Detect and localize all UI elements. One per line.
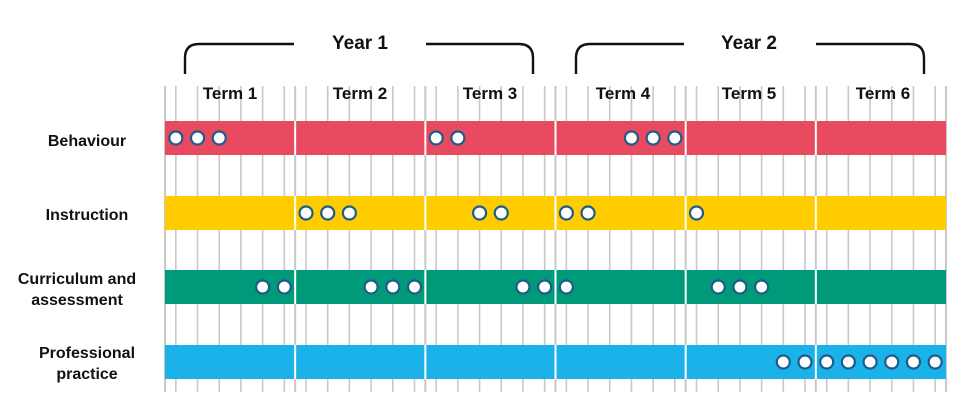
year-2-bracket-left [574,42,684,74]
activity-dot [320,205,336,221]
row-label-professional-line-2: practice [56,366,117,383]
term-4-label: Term 4 [596,84,651,103]
activity-dot [341,205,358,221]
activity-dot [428,130,444,146]
activity-dot [558,205,574,221]
year-1-label: Year 1 [332,33,388,54]
activity-dot [905,354,922,370]
activity-dot [255,279,271,295]
activity-dot [298,205,314,221]
term-2-label: Term 2 [333,84,388,103]
activity-dot [710,279,726,295]
activity-dot [580,205,596,221]
activity-dot [732,279,748,295]
row-label-professional-line-1: Professional [39,345,135,362]
activity-dot [363,279,379,295]
activity-dot [471,205,488,221]
activity-dot [753,279,770,295]
activity-dot [211,130,227,146]
activity-dot [189,130,206,146]
activity-dot [276,279,292,295]
activity-dot [450,130,466,146]
term-1-label: Term 1 [203,84,258,103]
activity-dot [406,279,423,295]
activity-dot [840,354,856,370]
activity-dot [168,130,184,146]
row-label-professional-practice: Professional practice [39,345,135,383]
activity-dot [645,130,661,146]
activity-dot [688,205,705,221]
activity-dot [797,354,813,370]
term-5-label: Term 5 [722,84,777,103]
activity-dot [927,354,943,370]
term-3-label: Term 3 [463,84,518,103]
row-label-instruction: Instruction [46,207,129,224]
row-label-behaviour: Behaviour [48,133,126,150]
activity-dot [537,279,553,295]
term-dividers [294,121,817,379]
row-label-curriculum-line-2: assessment [31,292,123,309]
year-2-bracket-right [816,42,926,74]
activity-dot [385,279,401,295]
activity-dot [819,354,835,370]
activity-dot [775,354,791,370]
year-1-bracket-left [183,42,294,74]
activity-dot [558,279,574,295]
activity-dot [623,130,640,146]
year-2-label: Year 2 [721,33,777,54]
activity-dot [493,205,509,221]
activity-dot [884,354,900,370]
row-label-curriculum-and-assessment: Curriculum and assessment [18,271,136,309]
row-label-curriculum-line-1: Curriculum and [18,271,136,288]
activity-dot [862,354,878,370]
term-6-label: Term 6 [856,84,911,103]
year-1-bracket-right [426,42,535,74]
activity-dot [515,279,531,295]
activity-dot [667,130,683,146]
activity-dots [168,130,943,370]
year-brackets [183,42,926,74]
